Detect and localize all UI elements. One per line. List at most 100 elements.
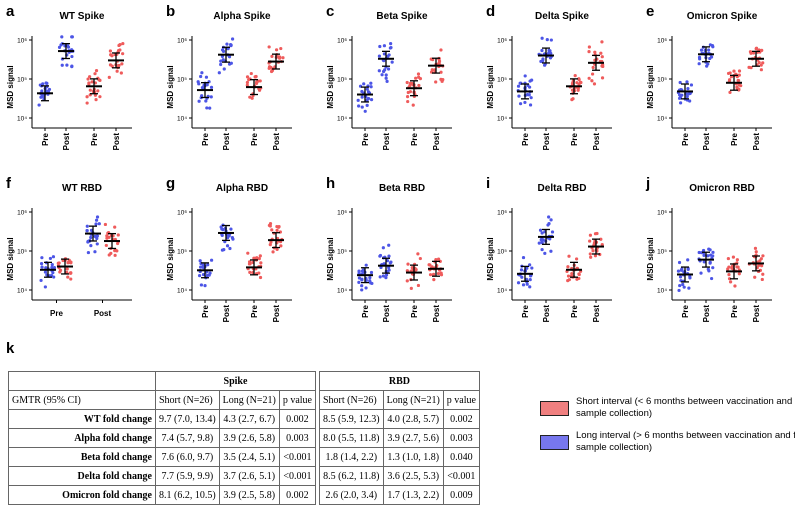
data-point [697, 55, 702, 59]
y-tick-label: 10⁶ [497, 38, 507, 45]
data-point [708, 261, 712, 265]
data-point [591, 249, 595, 253]
data-point [119, 71, 123, 75]
data-point [267, 223, 271, 228]
data-point [685, 80, 689, 84]
data-point [530, 266, 534, 270]
data-point [387, 243, 391, 247]
x-tick-label: Pre [681, 132, 690, 145]
cell: 2.6 (2.0, 3.4) [318, 485, 384, 505]
data-point [201, 263, 206, 267]
data-point [362, 82, 366, 86]
data-point [592, 82, 597, 86]
cell: 4.3 (2.7, 6.7) [218, 409, 280, 429]
data-point [436, 271, 441, 276]
data-point [678, 283, 682, 288]
data-point [758, 259, 762, 263]
data-point [86, 77, 90, 81]
data-point [86, 240, 90, 244]
panel-j: j Omicron RBD MSD signal 10⁴ 10⁵ 10⁶ Pre Post Pr… [645, 175, 772, 322]
legend-text-long: Long interval (> 6 months between vaccin… [576, 430, 795, 453]
data-point [588, 252, 592, 256]
data-point [679, 101, 683, 105]
data-point [225, 42, 229, 46]
data-point [687, 286, 691, 290]
data-point [678, 96, 682, 100]
data-point [680, 93, 684, 97]
data-point [57, 45, 62, 49]
data-point [105, 234, 109, 238]
data-point [537, 241, 541, 245]
legend-swatch-long [540, 435, 569, 450]
data-point [245, 75, 250, 79]
y-tick-label: 10⁵ [177, 77, 187, 84]
data-point [383, 68, 387, 72]
data-point [600, 55, 604, 59]
data-point [196, 80, 200, 84]
x-tick-label: Pre [730, 132, 739, 145]
data-point [430, 265, 434, 269]
data-point [711, 45, 715, 49]
y-tick-label: 10⁴ [337, 288, 347, 295]
cell: 8.5 (5.9, 12.3) [318, 409, 384, 429]
cell: 7.4 (5.7, 9.8) [155, 428, 220, 448]
x-tick-label: Post [222, 133, 231, 151]
cell: 0.002 [278, 409, 316, 429]
data-point [43, 285, 47, 289]
x-tick-label: Pre [410, 132, 419, 145]
data-point [735, 85, 739, 89]
data-point [40, 265, 44, 269]
data-point [735, 258, 739, 262]
table-header-group: Spike RBD [8, 371, 480, 391]
header-blank [8, 371, 156, 391]
data-point [686, 267, 690, 272]
row-label: Omicron fold change [8, 485, 156, 505]
data-point [384, 76, 388, 80]
x-tick-label: Pre [250, 304, 259, 317]
data-point [70, 54, 74, 59]
x-tick-label: Post [382, 305, 391, 323]
x-tick-label: Post [432, 133, 441, 151]
data-point [416, 252, 420, 256]
cell: 0.003 [278, 428, 316, 448]
data-point [686, 258, 690, 262]
data-point [390, 60, 394, 64]
data-point [759, 63, 763, 67]
cell: 0.002 [278, 485, 316, 505]
data-point [50, 263, 54, 267]
data-point [231, 237, 235, 241]
data-point [360, 288, 364, 292]
y-tick-label: 10⁶ [17, 210, 27, 217]
data-point [387, 53, 391, 57]
data-point [209, 258, 214, 262]
y-axis-label: MSD signal [646, 65, 655, 108]
data-point [66, 44, 70, 48]
panel-label: a [6, 3, 15, 20]
data-point [754, 47, 758, 51]
cell: 0.003 [442, 428, 480, 448]
data-point [761, 272, 765, 276]
y-tick-label: 10⁶ [657, 210, 667, 217]
data-point [103, 222, 108, 227]
data-point [203, 284, 207, 288]
data-point [120, 62, 124, 66]
panel-title: Alpha RBD [216, 183, 268, 194]
cell: 7.6 (6.0, 9.7) [155, 447, 220, 467]
data-point [707, 48, 711, 52]
data-point [378, 275, 382, 279]
data-point [248, 95, 252, 99]
data-point [85, 95, 89, 99]
data-point [543, 251, 547, 255]
data-point [98, 95, 102, 99]
data-point [357, 269, 361, 273]
data-point [121, 52, 125, 56]
data-point [277, 55, 281, 59]
data-point [229, 61, 233, 65]
data-point [108, 49, 113, 53]
x-tick-label: Pre [521, 132, 530, 145]
data-point [587, 45, 591, 49]
data-point [250, 96, 254, 100]
data-point [360, 277, 364, 281]
data-point [726, 256, 730, 261]
data-point [731, 255, 736, 259]
